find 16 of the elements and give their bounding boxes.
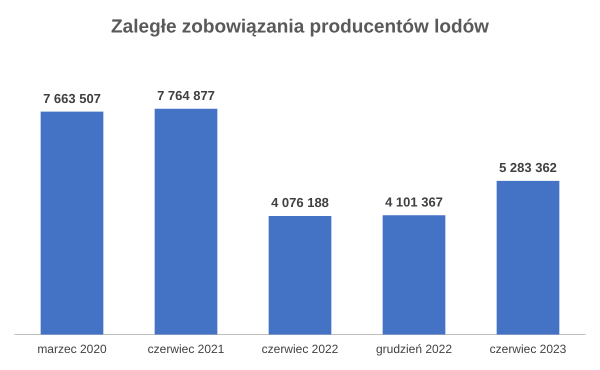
bar	[496, 180, 560, 335]
x-tick-label: grudzień 2022	[376, 342, 452, 356]
data-label: 5 283 362	[499, 160, 557, 175]
data-label: 4 101 367	[385, 194, 443, 210]
chart-title: Zaległe zobowiązania producentów lodów	[111, 16, 490, 38]
bar	[154, 108, 218, 335]
x-tick-label: czerwiec 2021	[148, 342, 225, 356]
bar	[268, 216, 332, 335]
x-tick-label: marzec 2020	[37, 342, 108, 356]
x-tick-label: czerwiec 2022	[262, 342, 339, 356]
data-label: 7 764 877	[157, 88, 215, 103]
x-tick-label: czerwiec 2023	[490, 342, 567, 356]
data-label: 7 663 507	[43, 90, 101, 106]
data-label: 4 076 188	[271, 195, 329, 210]
bar	[382, 215, 446, 335]
bar	[40, 112, 104, 335]
